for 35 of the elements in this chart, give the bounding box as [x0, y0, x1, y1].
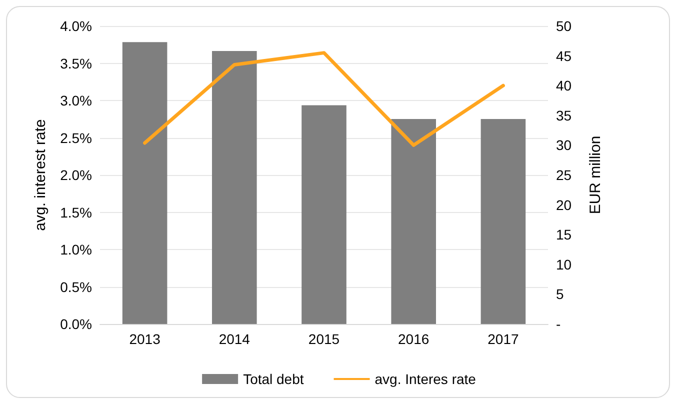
- y2-tick-label: 25: [556, 167, 572, 183]
- y-tick-label: 1.0%: [60, 242, 92, 258]
- y-tick-label: 2.5%: [60, 130, 92, 146]
- y2-axis-title: EUR million: [587, 136, 604, 214]
- y2-tick-label: 10: [556, 256, 572, 272]
- bar: [122, 42, 168, 324]
- y2-tick-label: -: [556, 316, 561, 332]
- y2-tick-label: 30: [556, 137, 572, 154]
- y2-tick-label: 50: [556, 18, 572, 34]
- y-tick-label: 2.0%: [60, 167, 92, 183]
- y-tick-label: 0.5%: [60, 278, 92, 295]
- y-tick-label: 3.0%: [60, 92, 92, 108]
- y2-tick-label: 45: [556, 48, 572, 64]
- bar: [480, 118, 526, 324]
- y-tick-label: 0.0%: [60, 316, 92, 332]
- bar: [212, 51, 257, 324]
- y2-tick-label: 35: [556, 107, 572, 124]
- y2-tick-label: 20: [556, 196, 572, 213]
- y-tick-label: 4.0%: [60, 18, 92, 34]
- x-tick-label: 2017: [488, 331, 519, 347]
- bar: [391, 118, 436, 324]
- y2-tick-label: 5: [556, 286, 564, 302]
- y-tick-label: 1.5%: [60, 204, 92, 220]
- bar: [302, 105, 346, 324]
- x-tick-label: 2014: [218, 331, 250, 347]
- y2-tick-label: 15: [556, 226, 572, 243]
- legend-label: Total debt: [243, 371, 304, 387]
- x-tick-label: 2016: [398, 331, 430, 347]
- y2-tick-label: 40: [556, 78, 572, 94]
- legend-label: avg. Interes rate: [374, 371, 476, 387]
- line-series: [143, 51, 505, 147]
- y-axis-title: avg. interest rate: [32, 119, 49, 231]
- x-tick-label: 2015: [308, 331, 340, 347]
- x-tick-label: 2013: [129, 331, 161, 347]
- y-tick-label: 3.5%: [60, 55, 92, 72]
